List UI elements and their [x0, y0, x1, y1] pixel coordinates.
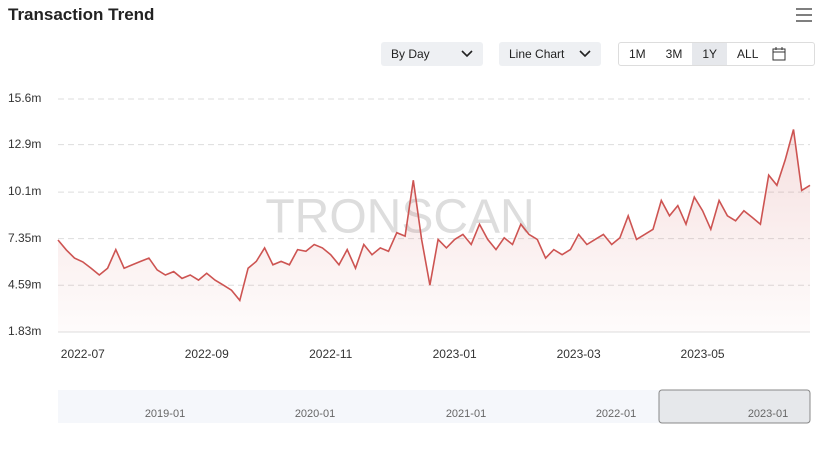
- x-tick-label: 2022-11: [309, 347, 352, 361]
- chart-type-select[interactable]: Line Chart: [499, 42, 601, 66]
- range-button[interactable]: 1M: [629, 47, 646, 61]
- range-group: 1M 3M 1Y ALL: [618, 42, 815, 66]
- y-tick-label: 12.9m: [8, 137, 41, 151]
- area: [58, 129, 810, 332]
- navigator-label: 2023-01: [748, 408, 788, 420]
- chevron: [579, 50, 591, 58]
- navigator-label: 2022-01: [596, 408, 636, 420]
- chevron: [461, 50, 473, 58]
- navigator-label: 2019-01: [145, 408, 185, 420]
- line: [57, 129, 811, 303]
- x-tick-label: 2022-09: [185, 347, 229, 361]
- interval-label: By Day: [391, 47, 430, 61]
- navigator-selection[interactable]: [658, 389, 811, 424]
- page-title: Transaction Trend: [8, 5, 155, 24]
- range-button[interactable]: 3M: [665, 47, 683, 61]
- y-tick-label: 10.1m: [8, 184, 41, 198]
- range-button[interactable]: ALL: [737, 47, 759, 61]
- x-tick-label: 2023-03: [557, 347, 601, 361]
- x-tick-label: 2023-01: [433, 347, 477, 361]
- y-tick-label: 4.59m: [8, 277, 41, 291]
- interval-select[interactable]: By Day: [381, 42, 483, 66]
- y-tick-label: 1.83m: [8, 324, 41, 338]
- y-tick-label: 7.35m: [8, 231, 41, 245]
- navigator-label: 2021-01: [446, 408, 486, 420]
- navigator: [58, 390, 810, 423]
- chart-type-label: Line Chart: [509, 47, 565, 61]
- menu-icon[interactable]: [795, 7, 813, 23]
- range-button[interactable]: 1Y: [692, 43, 728, 65]
- calendar-icon[interactable]: [772, 47, 786, 61]
- x-tick-label: 2023-05: [681, 347, 725, 361]
- navigator-label: 2020-01: [295, 408, 335, 420]
- x-tick-label: 2022-07: [61, 347, 105, 361]
- y-tick-label: 15.6m: [8, 91, 41, 105]
